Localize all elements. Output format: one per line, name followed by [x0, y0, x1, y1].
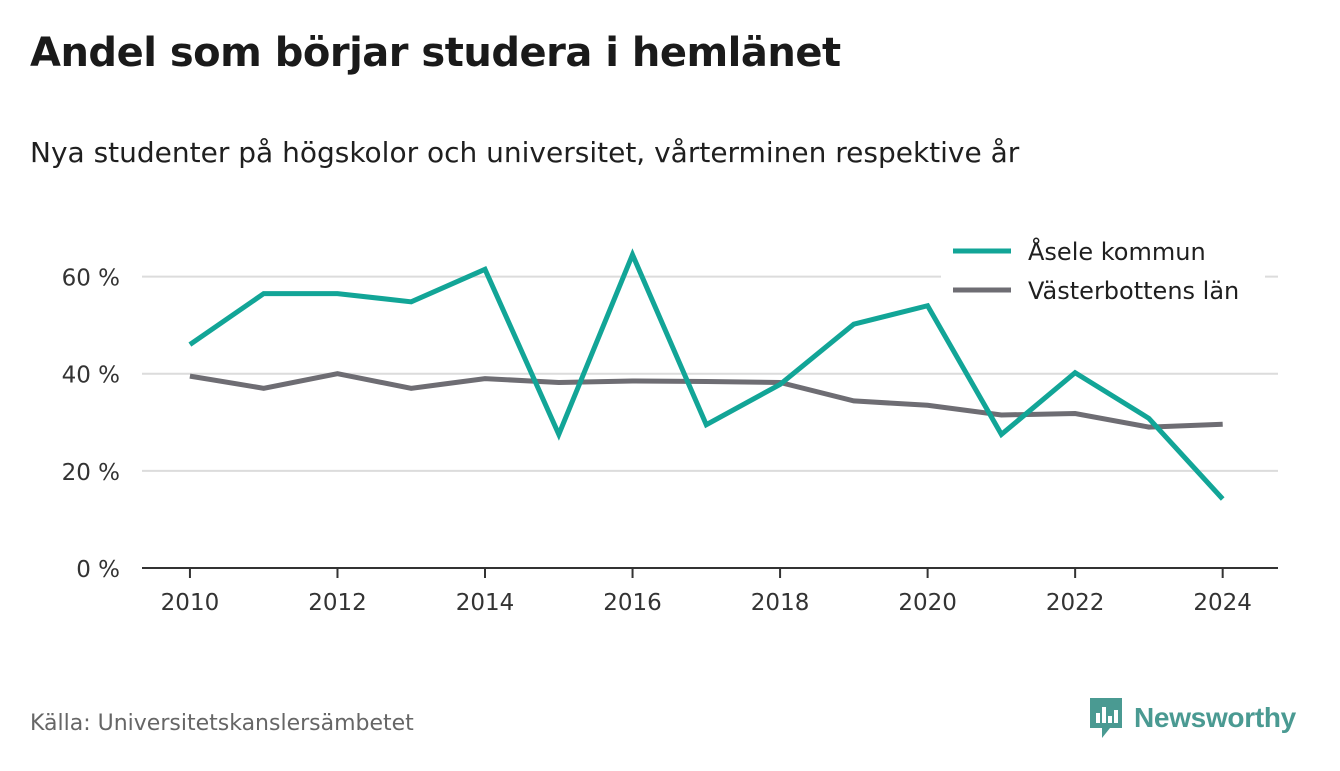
series-lines	[188, 248, 1225, 501]
y-tick-label: 0 %	[76, 557, 120, 583]
x-tick-label: 2020	[898, 590, 957, 616]
x-tick-label: 2014	[456, 590, 515, 616]
y-tick-label: 60 %	[62, 266, 120, 292]
brand-name: Newsworthy	[1134, 702, 1296, 733]
y-axis-ticks: 0 % 20 % 40 % 60 %	[62, 266, 120, 583]
brand-logo: Newsworthy	[1088, 696, 1296, 740]
legend-label: Västerbottens län	[1028, 277, 1239, 305]
legend-label: Åsele kommun	[1028, 237, 1206, 266]
source-note: Källa: Universitetskanslersämbetet	[30, 711, 414, 736]
x-tick-label: 2016	[603, 590, 662, 616]
x-tick-label: 2010	[161, 590, 220, 616]
series-line-asele-kommun	[188, 248, 1225, 501]
x-axis: 2010 2012 2014 2016 2018 2020 2022 2024	[142, 567, 1278, 616]
y-tick-label: 20 %	[62, 460, 120, 486]
x-tick-label: 2022	[1046, 590, 1105, 616]
legend-background	[941, 234, 1265, 308]
x-tick-label: 2012	[308, 590, 367, 616]
x-tick-label: 2024	[1193, 590, 1252, 616]
newsworthy-logo-icon	[1090, 698, 1122, 738]
chart-title: Andel som börjar studera i hemlänet	[30, 30, 841, 76]
chart-subtitle: Nya studenter på högskolor och universit…	[30, 136, 1020, 169]
y-tick-label: 40 %	[62, 363, 120, 389]
series-line-vasterbottens-lan	[189, 371, 1223, 430]
x-tick-label: 2018	[751, 590, 810, 616]
legend: Åsele kommun Västerbottens län	[941, 234, 1265, 308]
